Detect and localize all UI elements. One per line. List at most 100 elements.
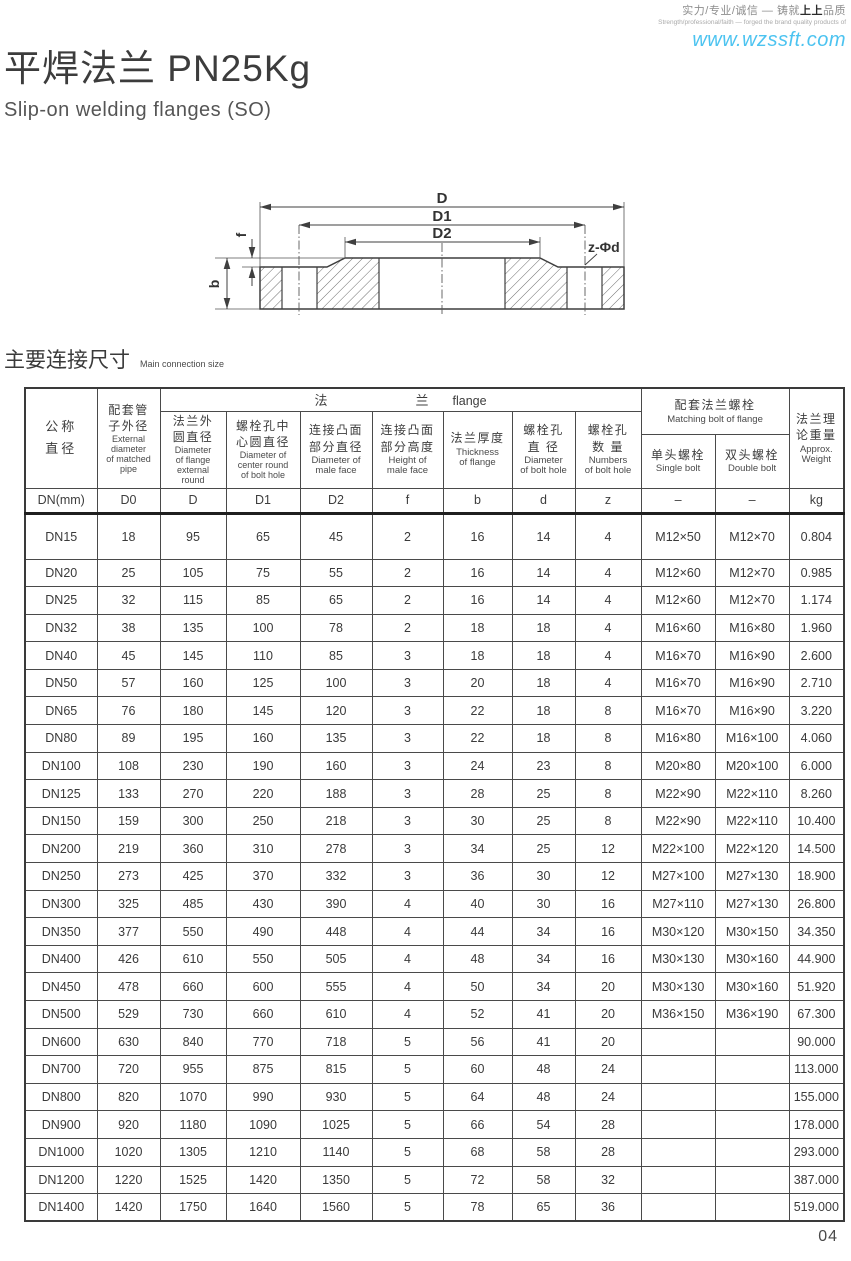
value-cell: [640, 1193, 716, 1222]
table-row: DN50 57 160 125 100 3 20 18 4 M16×70 M16×90 2.710: [24, 668, 845, 698]
value-cell: 230: [159, 751, 227, 781]
value-cell: 630: [96, 1027, 161, 1057]
value-cell: 195: [159, 724, 227, 753]
tagline-en: Strength/professional/faith — forged the…: [658, 19, 846, 26]
row-label-dn: DN800: [24, 1082, 98, 1112]
value-cell: 0.804: [788, 512, 845, 560]
value-cell: M22×90: [640, 806, 716, 836]
value-cell: 40: [442, 889, 513, 919]
hatch-right-hub: [505, 258, 567, 309]
unit-cell: DN(mm): [24, 487, 98, 515]
value-cell: 90.000: [788, 1027, 845, 1057]
value-cell: 85: [299, 641, 373, 670]
hatch-left-hub: [317, 258, 379, 309]
value-cell: 16: [442, 512, 513, 560]
unit-cell: –: [714, 487, 790, 515]
value-cell: 36: [442, 862, 513, 891]
value-cell: M16×100: [714, 724, 790, 753]
value-cell: 160: [299, 751, 373, 781]
row-label-dn: DN250: [24, 862, 98, 891]
value-cell: 425: [159, 862, 227, 891]
table-row: DN300 325 485 430 390 4 40 30 16 M27×110 M27×130 26…: [24, 889, 845, 919]
table-row: DN600 630 840 770 718 5 56 41 20 90.000: [24, 1027, 845, 1057]
value-cell: 160: [225, 724, 301, 753]
value-cell: 5: [371, 1193, 444, 1222]
value-cell: 990: [225, 1082, 301, 1112]
value-cell: M16×90: [714, 696, 790, 726]
table-row: DN20 25 105 75 55 2 16 14 4 M12×60 M12×70 0.985: [24, 558, 845, 588]
value-cell: [714, 1055, 790, 1084]
value-cell: 720: [96, 1055, 161, 1084]
value-cell: 16: [442, 586, 513, 615]
value-cell: 18: [511, 668, 576, 698]
value-cell: 270: [159, 779, 227, 808]
row-label-dn: DN900: [24, 1110, 98, 1139]
group-header-bolt: 配套法兰螺栓 Matching bolt of flange: [640, 387, 790, 435]
value-cell: [640, 1165, 716, 1195]
row-label-dn: DN32: [24, 613, 98, 643]
unit-cell: D: [159, 487, 227, 515]
value-cell: M27×130: [714, 889, 790, 919]
unit-cell: –: [640, 487, 716, 515]
value-cell: 22: [442, 724, 513, 753]
col-header-D2: 连接凸面 部分直径 Diameter of male face: [299, 410, 373, 489]
value-cell: 145: [225, 696, 301, 726]
value-cell: 50: [442, 972, 513, 1001]
value-cell: 1525: [159, 1165, 227, 1195]
value-cell: 660: [225, 1000, 301, 1029]
value-cell: 45: [299, 512, 373, 560]
value-cell: [714, 1193, 790, 1222]
unit-cell: b: [442, 487, 513, 515]
table-row: DN25 32 115 85 65 2 16 14 4 M12×60 M12×70 1.174: [24, 586, 845, 615]
value-cell: 75: [225, 558, 301, 588]
value-cell: 360: [159, 834, 227, 864]
value-cell: 377: [96, 917, 161, 946]
value-cell: 3: [371, 724, 444, 753]
value-cell: 1140: [299, 1137, 373, 1167]
section-heading-cn: 主要连接尺寸: [4, 349, 130, 372]
value-cell: 145: [159, 641, 227, 670]
row-label-dn: DN400: [24, 944, 98, 974]
value-cell: 30: [442, 806, 513, 836]
value-cell: [714, 1137, 790, 1167]
unit-cell: D1: [225, 487, 301, 515]
value-cell: 32: [96, 586, 161, 615]
value-cell: 8.260: [788, 779, 845, 808]
value-cell: [640, 1137, 716, 1167]
value-cell: 52: [442, 1000, 513, 1029]
value-cell: 250: [225, 806, 301, 836]
value-cell: 610: [299, 1000, 373, 1029]
value-cell: 1350: [299, 1165, 373, 1195]
value-cell: 12: [574, 834, 642, 864]
value-cell: [640, 1055, 716, 1084]
value-cell: 4: [371, 1000, 444, 1029]
value-cell: 36: [574, 1193, 642, 1222]
value-cell: 3: [371, 862, 444, 891]
value-cell: 920: [96, 1110, 161, 1139]
website-link[interactable]: www.wzssft.com: [692, 29, 846, 51]
value-cell: M20×80: [640, 751, 716, 781]
value-cell: 3: [371, 751, 444, 781]
value-cell: 18: [511, 613, 576, 643]
value-cell: 34: [511, 944, 576, 974]
value-cell: 34: [511, 972, 576, 1001]
value-cell: 51.920: [788, 972, 845, 1001]
value-cell: M12×60: [640, 586, 716, 615]
value-cell: 955: [159, 1055, 227, 1084]
value-cell: 24: [574, 1055, 642, 1084]
value-cell: 48: [511, 1055, 576, 1084]
value-cell: 448: [299, 917, 373, 946]
row-label-dn: DN150: [24, 806, 98, 836]
value-cell: 68: [442, 1137, 513, 1167]
value-cell: [714, 1082, 790, 1112]
value-cell: 18: [511, 696, 576, 726]
section-heading-en: Main connection size: [140, 359, 225, 369]
table-row: DN32 38 135 100 78 2 18 18 4 M16×60 M16×80 1.960: [24, 613, 845, 643]
hatch-left-rim: [260, 267, 282, 309]
value-cell: M16×70: [640, 696, 716, 726]
value-cell: 18: [442, 641, 513, 670]
row-label-dn: DN350: [24, 917, 98, 946]
value-cell: M30×130: [640, 944, 716, 974]
value-cell: 110: [225, 641, 301, 670]
value-cell: 72: [442, 1165, 513, 1195]
